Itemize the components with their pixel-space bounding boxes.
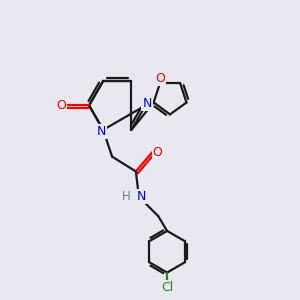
- Text: N: N: [142, 98, 152, 110]
- Text: O: O: [56, 99, 66, 112]
- Text: O: O: [153, 146, 163, 159]
- Text: Cl: Cl: [161, 281, 173, 295]
- Text: N: N: [136, 190, 146, 203]
- Text: H: H: [122, 190, 130, 203]
- Text: O: O: [155, 72, 165, 85]
- Text: N: N: [97, 125, 106, 138]
